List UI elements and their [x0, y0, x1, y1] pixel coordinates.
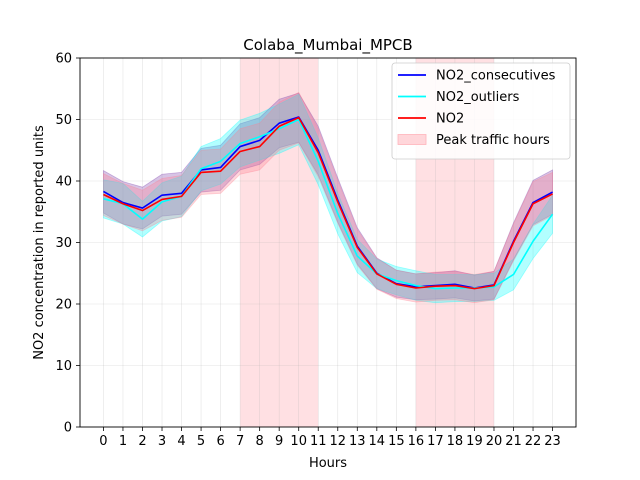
- x-tick-label: 23: [544, 434, 561, 449]
- y-axis-label: NO2 concentration in reported units: [32, 125, 47, 360]
- x-tick-label: 22: [525, 434, 542, 449]
- series-line-no2: [103, 116, 553, 290]
- legend-label: Peak traffic hours: [436, 133, 550, 148]
- peak-traffic-region: [240, 58, 319, 427]
- plot-area: 0 1 2 3 4 5 6 7 8 9 10 11 12 13 14 15 16 17 18 19 20 21 22 2301…: [55, 52, 577, 449]
- legend-label: NO2_consecutives: [436, 69, 556, 84]
- legend-box: [391, 62, 571, 160]
- x-tick-label: 3: [158, 434, 166, 449]
- x-tick-label: 5: [197, 434, 205, 449]
- y-tick-label: 20: [55, 298, 72, 313]
- x-tick-label: 6: [216, 434, 224, 449]
- x-tick-label: 2: [138, 434, 146, 449]
- x-tick-label: 17: [427, 434, 444, 449]
- confidence-band-no2-outliers: [103, 93, 553, 304]
- legend: NO2_consecutives NO2_outliers NO2 Peak traf…: [391, 62, 571, 160]
- x-tick-label: 13: [349, 434, 366, 449]
- y-tick-label: 50: [55, 113, 72, 128]
- legend-label: NO2: [436, 112, 464, 127]
- x-tick-label: 14: [369, 434, 386, 449]
- x-tick-label: 11: [310, 434, 327, 449]
- x-tick-label: 12: [329, 434, 346, 449]
- y-tick-label: 40: [55, 175, 72, 190]
- x-tick-label: 19: [466, 434, 483, 449]
- y-tick-label: 10: [55, 359, 72, 374]
- x-tick-label: 7: [236, 434, 244, 449]
- x-tick-label: 10: [290, 434, 307, 449]
- x-axis-label: Hours: [309, 456, 347, 471]
- x-tick-label: 16: [408, 434, 425, 449]
- y-tick-label: 30: [55, 236, 72, 251]
- x-tick-label: 18: [447, 434, 464, 449]
- chart-title: Colaba_Mumbai_MPCB: [243, 36, 412, 55]
- legend-swatch: [397, 134, 427, 145]
- y-tick-label: 60: [55, 52, 72, 67]
- x-tick-label: 21: [505, 434, 522, 449]
- x-tick-label: 8: [256, 434, 264, 449]
- x-tick-label: 20: [486, 434, 503, 449]
- y-tick-label: 0: [64, 421, 72, 436]
- x-tick-label: 4: [177, 434, 185, 449]
- x-tick-label: 15: [388, 434, 405, 449]
- x-tick-label: 9: [275, 434, 283, 449]
- x-tick-label: 1: [119, 434, 127, 449]
- legend-label: NO2_outliers: [436, 90, 520, 105]
- x-tick-label: 0: [99, 434, 107, 449]
